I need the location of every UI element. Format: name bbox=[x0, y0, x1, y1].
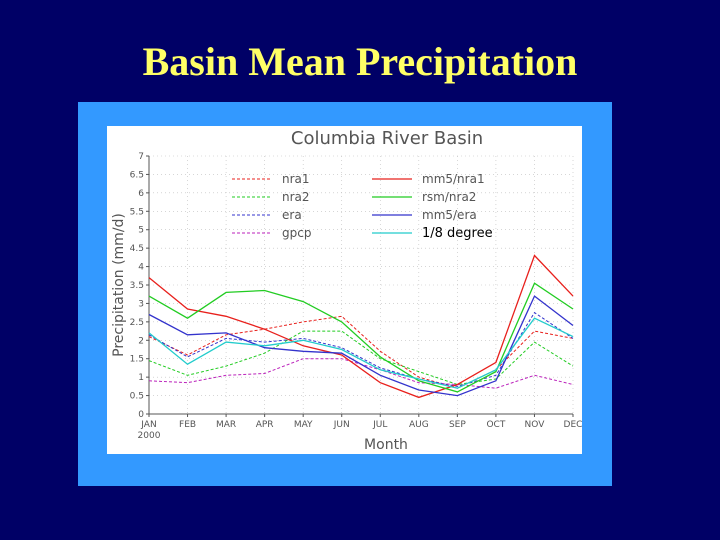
x-tick-label: MAY bbox=[294, 420, 313, 430]
legend-label: mm5/nra1 bbox=[422, 172, 485, 186]
line-chart: 0 0.5 1 1.5 2 2.5 3 3.5 4 4.5 5 5.5 6 6.5 7 JAN FEB MAR AP… bbox=[111, 128, 582, 453]
x-tick-label: JUL bbox=[372, 420, 387, 430]
y-axis-label: Precipitation (mm/d) bbox=[111, 213, 127, 357]
y-tick-label: 5 bbox=[138, 226, 144, 236]
x-tick-label: FEB bbox=[179, 420, 196, 430]
y-tick-label: 3.5 bbox=[130, 281, 144, 291]
chart-title: Columbia River Basin bbox=[291, 128, 483, 149]
x-tick-sublabel: 2000 bbox=[138, 431, 161, 441]
x-tick-label: DEC bbox=[564, 420, 582, 430]
x-tick-label: AUG bbox=[409, 420, 429, 430]
legend-label: rsm/nra2 bbox=[422, 190, 476, 204]
x-tick-label: JUN bbox=[333, 420, 350, 430]
x-tick-label: JAN bbox=[140, 420, 156, 430]
y-tick-label: 4 bbox=[138, 263, 144, 273]
y-tick-label: 0.5 bbox=[130, 392, 144, 402]
legend-label: mm5/era bbox=[422, 208, 477, 222]
series-line bbox=[148, 317, 574, 389]
legend-label: 1/8 degree bbox=[422, 226, 493, 241]
legend-label: gpcp bbox=[282, 226, 311, 240]
legend-label: nra1 bbox=[282, 172, 310, 186]
chart-panel: 0 0.5 1 1.5 2 2.5 3 3.5 4 4.5 5 5.5 6 6.5 7 JAN FEB MAR AP… bbox=[107, 126, 582, 454]
y-tick-label: 6.5 bbox=[130, 170, 144, 180]
y-tick-label: 2.5 bbox=[130, 318, 144, 328]
x-tick-label: OCT bbox=[486, 420, 505, 430]
y-tick-label: 3 bbox=[138, 299, 144, 309]
legend-label: nra2 bbox=[282, 190, 310, 204]
slide-title: Basin Mean Precipitation bbox=[142, 39, 578, 84]
y-tick-label: 0 bbox=[138, 410, 144, 420]
y-tick-label: 7 bbox=[138, 152, 144, 162]
x-tick-label: SEP bbox=[449, 420, 466, 430]
x-axis-label: Month bbox=[364, 437, 408, 453]
series-line bbox=[148, 295, 574, 397]
y-tick-label: 6 bbox=[138, 189, 144, 199]
y-tick-label: 5.5 bbox=[130, 207, 144, 217]
y-tick-label: 1.5 bbox=[130, 355, 144, 365]
y-tick-label: 2 bbox=[138, 336, 144, 346]
series-line bbox=[148, 254, 574, 399]
x-tick-label: NOV bbox=[525, 420, 546, 430]
y-tick-label: 4.5 bbox=[130, 244, 144, 254]
series-line bbox=[148, 311, 574, 387]
series-line bbox=[148, 330, 574, 386]
series-line bbox=[148, 358, 574, 389]
x-tick-label: APR bbox=[256, 420, 274, 430]
series-line bbox=[148, 282, 574, 393]
x-tick-label: MAR bbox=[216, 420, 236, 430]
legend-label: era bbox=[282, 208, 302, 222]
y-tick-label: 1 bbox=[138, 373, 144, 383]
